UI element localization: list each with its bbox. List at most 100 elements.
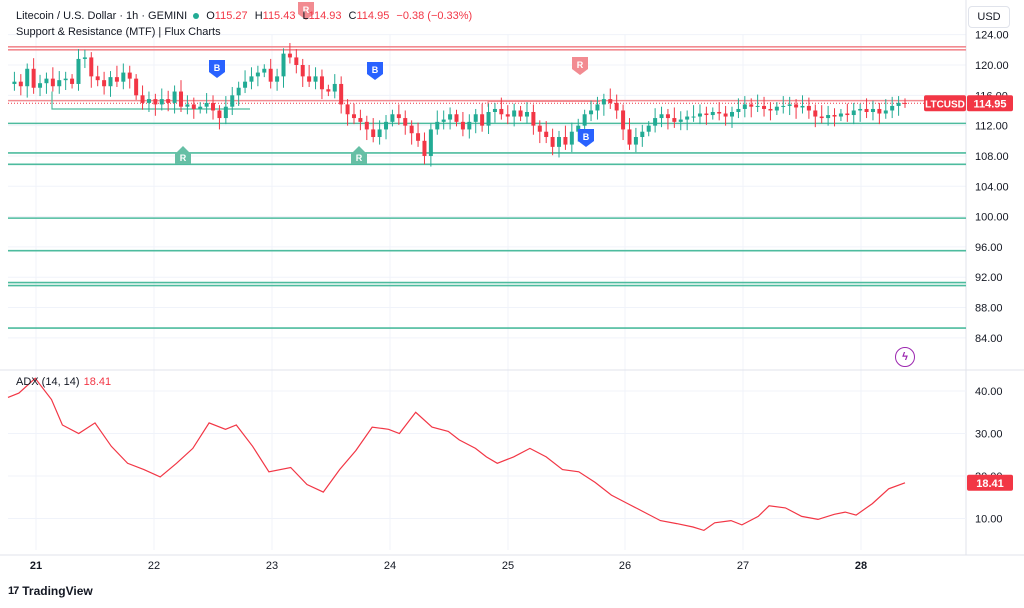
- candle-body: [781, 105, 786, 107]
- candle-body: [134, 78, 139, 96]
- candle-body: [665, 114, 670, 119]
- candle-body: [787, 104, 792, 106]
- candle-body: [211, 102, 216, 111]
- candle-body: [127, 72, 132, 79]
- price-tick: 112.00: [975, 121, 1008, 133]
- candle-body: [903, 102, 907, 104]
- candle-body: [178, 91, 183, 107]
- candle-body: [595, 104, 600, 111]
- currency-button[interactable]: USD: [968, 6, 1010, 28]
- candle-body: [704, 113, 709, 116]
- candle-body: [736, 108, 741, 112]
- candle-body: [146, 99, 151, 103]
- candle-body: [409, 125, 414, 134]
- candle-body: [294, 57, 299, 65]
- candle-body: [896, 102, 901, 106]
- candle-body: [230, 95, 235, 107]
- candle-body: [351, 114, 356, 119]
- candle-body: [95, 76, 100, 81]
- candle-body: [153, 99, 158, 105]
- candle-body: [646, 125, 651, 132]
- candle-body: [883, 110, 888, 114]
- low-value: 114.93: [308, 10, 342, 22]
- time-tick: 21: [30, 560, 42, 572]
- candle-body: [749, 104, 754, 107]
- candle-body: [845, 113, 850, 116]
- candle-body: [730, 111, 735, 117]
- candle-body: [563, 137, 568, 145]
- candle-body: [774, 106, 779, 111]
- candle-body: [422, 140, 427, 156]
- sr-levels: [8, 46, 966, 329]
- signal-shape: [298, 2, 314, 20]
- price-tick: 96.00: [975, 242, 1003, 254]
- candle-body: [403, 118, 408, 126]
- candle-body: [601, 99, 606, 105]
- candle-body: [454, 114, 459, 122]
- market-status-dot: [193, 13, 200, 20]
- candle-body: [236, 87, 241, 96]
- open-value: 115.27: [214, 10, 248, 22]
- candle-body: [50, 78, 55, 87]
- candle-body: [492, 108, 497, 112]
- candle-body: [377, 129, 382, 138]
- candle-body: [435, 121, 440, 130]
- candle-body: [877, 108, 882, 114]
- candle-body: [140, 95, 145, 103]
- candle-body: [82, 57, 87, 59]
- adx-legend[interactable]: ADX (14, 14) 18.41: [16, 376, 111, 388]
- candle-body: [204, 102, 209, 107]
- candle-body: [813, 110, 818, 117]
- candle-body: [416, 133, 421, 141]
- candle-body: [819, 116, 824, 119]
- adx-tick: 30.00: [975, 429, 1003, 441]
- adx-value: 18.41: [83, 376, 112, 388]
- candle-body: [364, 121, 369, 130]
- candle-body: [653, 118, 658, 126]
- candle-body: [223, 106, 228, 119]
- candle-body: [697, 113, 702, 117]
- candle-body: [710, 111, 715, 116]
- signal-shape: [367, 62, 383, 80]
- lightning-icon[interactable]: ϟ: [895, 347, 915, 367]
- signal-buy-2: B: [367, 62, 383, 80]
- tradingview-logo[interactable]: 17 TradingView: [8, 584, 93, 598]
- candle-body: [544, 131, 549, 138]
- signal-label: R: [356, 153, 363, 163]
- candle-body: [794, 104, 799, 108]
- close-label: C: [348, 10, 357, 22]
- price-badge-bg: [967, 95, 1013, 112]
- time-tick: 24: [384, 560, 396, 572]
- candle-body: [499, 108, 504, 115]
- signal-label: R: [303, 5, 310, 15]
- signal-resistance-3: R: [572, 57, 588, 75]
- signal-shape: [572, 57, 588, 75]
- price-tick: 100.00: [975, 212, 1009, 224]
- indicator-legend[interactable]: Support & Resistance (MTF) | Flux Charts: [16, 26, 221, 38]
- candle-body: [448, 114, 453, 120]
- signal-buy-4: B: [578, 129, 594, 147]
- high-value: 115.43: [262, 10, 296, 22]
- candle-body: [396, 114, 401, 119]
- signal-support-6: R: [351, 146, 367, 164]
- close-value: 114.95: [356, 10, 390, 22]
- candle-body: [576, 125, 581, 132]
- candle-body: [121, 72, 126, 82]
- candle-body: [505, 114, 510, 117]
- candle-body: [524, 111, 529, 117]
- high-label: H: [254, 10, 263, 22]
- candle-body: [275, 76, 280, 82]
- candle-body: [762, 105, 767, 109]
- signal-label: R: [180, 153, 187, 163]
- candle-body: [800, 105, 805, 108]
- price-tick: 124.00: [975, 30, 1009, 42]
- signal-label: B: [583, 132, 590, 142]
- candle-body: [428, 129, 433, 156]
- candle-body: [243, 81, 248, 88]
- candle-body: [608, 99, 613, 103]
- candle-body: [755, 105, 760, 107]
- signal-label: B: [372, 65, 379, 75]
- candle-body: [582, 114, 587, 126]
- candle-body: [287, 53, 292, 58]
